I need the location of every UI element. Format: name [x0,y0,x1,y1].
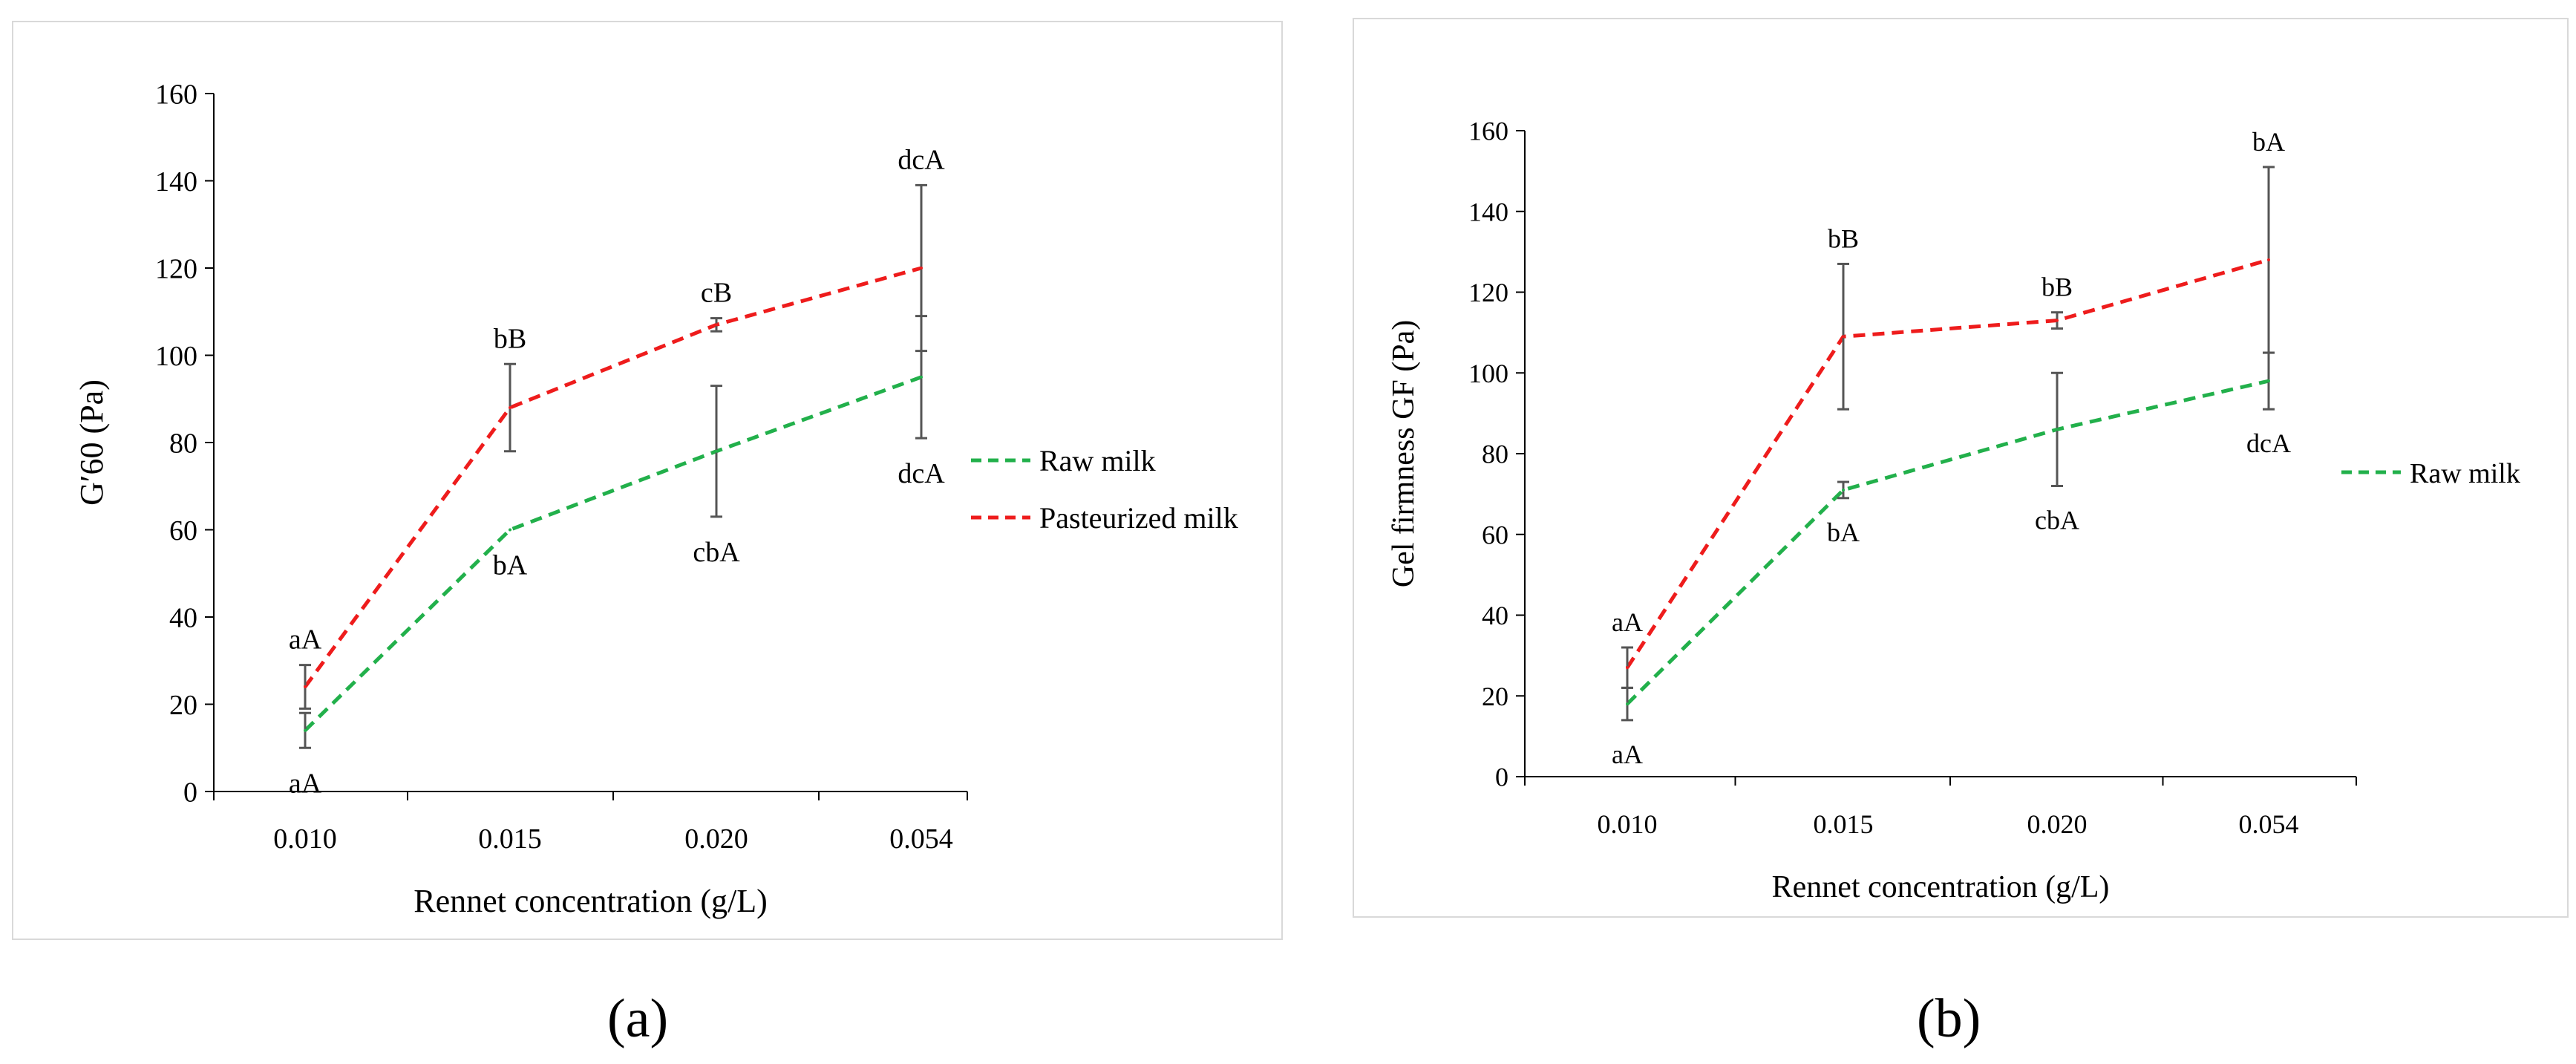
data-point [1626,666,1629,670]
data-label: aA [1612,740,1643,769]
y-tick-label: 120 [155,253,197,284]
data-label: bB [2041,272,2073,302]
data-label: aA [289,768,322,799]
y-tick-label: 80 [1482,440,1508,469]
x-tick-label: 0.054 [889,823,953,855]
x-tick-label: 0.054 [2239,809,2299,839]
data-label: dcA [898,458,945,489]
x-tick-label: 0.010 [273,823,337,855]
x-tick-label: 0.020 [684,823,748,855]
data-label: dcA [2246,428,2291,458]
legend-label: Raw milk [1039,444,1156,477]
data-label: aA [1612,607,1643,637]
data-point [1842,335,1845,339]
data-point [2267,258,2270,261]
y-tick-label: 60 [169,515,197,546]
chart-a-svg: 0 20 40 60 80 100 120 140 160 0.010 0.015 0.020 0.05… [73,79,1238,919]
data-point [715,323,718,327]
chart-panel-a: 0 20 40 60 80 100 120 140 160 0.010 0.015 0.020 0.05… [12,21,1283,940]
y-tick-label: 160 [155,79,197,110]
legend-label: Pasteurized milk [1039,501,1238,535]
data-label: cbA [693,537,740,568]
x-axis-title: Rennet concentration (g/L) [1772,870,2110,904]
data-point [920,375,923,379]
x-tick-label: 0.015 [1814,809,1874,839]
y-tick-label: 140 [155,166,197,198]
y-tick-label: 40 [169,602,197,633]
series-line-pasteurized-milk [303,266,922,688]
data-point [304,685,307,688]
y-tick-label: 0 [183,777,197,808]
data-label: aA [289,624,322,656]
data-label: bA [493,550,528,581]
y-axis-title: G′60 (Pa) [73,379,110,506]
data-label: bB [1828,223,1859,253]
data-point [2267,379,2270,383]
y-tick-label: 120 [1468,278,1508,307]
data-point [920,267,923,270]
y-axis-title: Gel firmness GF (Pa) [1387,320,1421,587]
data-point [2056,319,2059,322]
x-tick-label: 0.010 [1598,809,1658,839]
caption-a: (a) [607,988,669,1049]
y-tick-label: 40 [1482,601,1508,630]
caption-b: (b) [1917,988,1981,1049]
chart-b-svg: 0 20 40 60 80 100 120 140 160 0.010 0.015 0.020 0.05… [1387,117,2520,904]
data-label: bB [494,323,526,354]
data-point [715,449,718,453]
x-tick-label: 0.020 [2027,809,2088,839]
data-point [2056,428,2059,431]
series-line-raw-milk [304,375,922,732]
y-tick-label: 80 [169,428,197,459]
data-label: bA [1827,518,1860,547]
y-tick-label: 60 [1482,520,1508,549]
data-point [509,406,511,409]
x-tick-label: 0.015 [478,823,542,855]
chart-panel-b: 0 20 40 60 80 100 120 140 160 0.010 0.015 0.020 0.05… [1353,18,2569,918]
data-label: cB [701,278,732,309]
data-label: cbA [2035,506,2079,535]
y-tick-label: 140 [1468,197,1508,226]
y-tick-label: 20 [1482,682,1508,711]
data-point [1626,702,1629,706]
data-point [1842,488,1845,492]
y-tick-label: 20 [169,690,197,721]
data-point [509,528,511,532]
data-label: dcA [898,144,945,175]
legend-label: Raw milk [2410,458,2520,489]
y-tick-label: 160 [1468,117,1508,146]
series-line-raw-milk [1626,379,2269,705]
y-tick-label: 0 [1495,763,1508,792]
y-tick-label: 100 [1468,359,1508,388]
y-tick-label: 100 [155,341,197,372]
x-axis-title: Rennet concentration (g/L) [413,883,767,919]
data-label: bA [2252,127,2285,157]
series-line-pasteurized-milk [1625,258,2269,669]
data-point [304,728,307,732]
